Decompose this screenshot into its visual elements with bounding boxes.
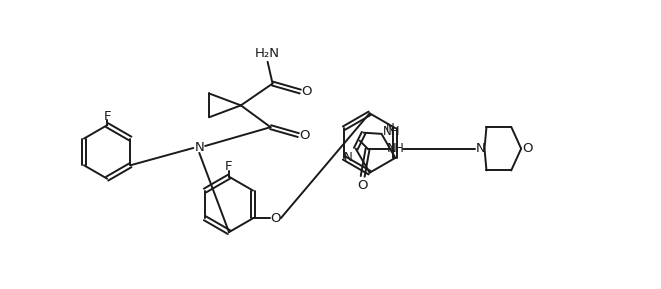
Text: N: N — [387, 142, 397, 155]
Text: O: O — [358, 179, 368, 192]
Text: O: O — [299, 129, 309, 142]
Text: N: N — [344, 151, 352, 164]
Text: N: N — [386, 122, 395, 135]
Text: H₂N: H₂N — [255, 47, 280, 60]
Text: NH: NH — [383, 125, 400, 138]
Text: F: F — [103, 110, 111, 123]
Text: F: F — [225, 160, 233, 173]
Text: O: O — [301, 85, 311, 98]
Text: N: N — [194, 142, 204, 154]
Text: H: H — [395, 142, 404, 155]
Text: O: O — [270, 212, 281, 225]
Text: O: O — [522, 142, 532, 155]
Text: N: N — [476, 142, 485, 155]
